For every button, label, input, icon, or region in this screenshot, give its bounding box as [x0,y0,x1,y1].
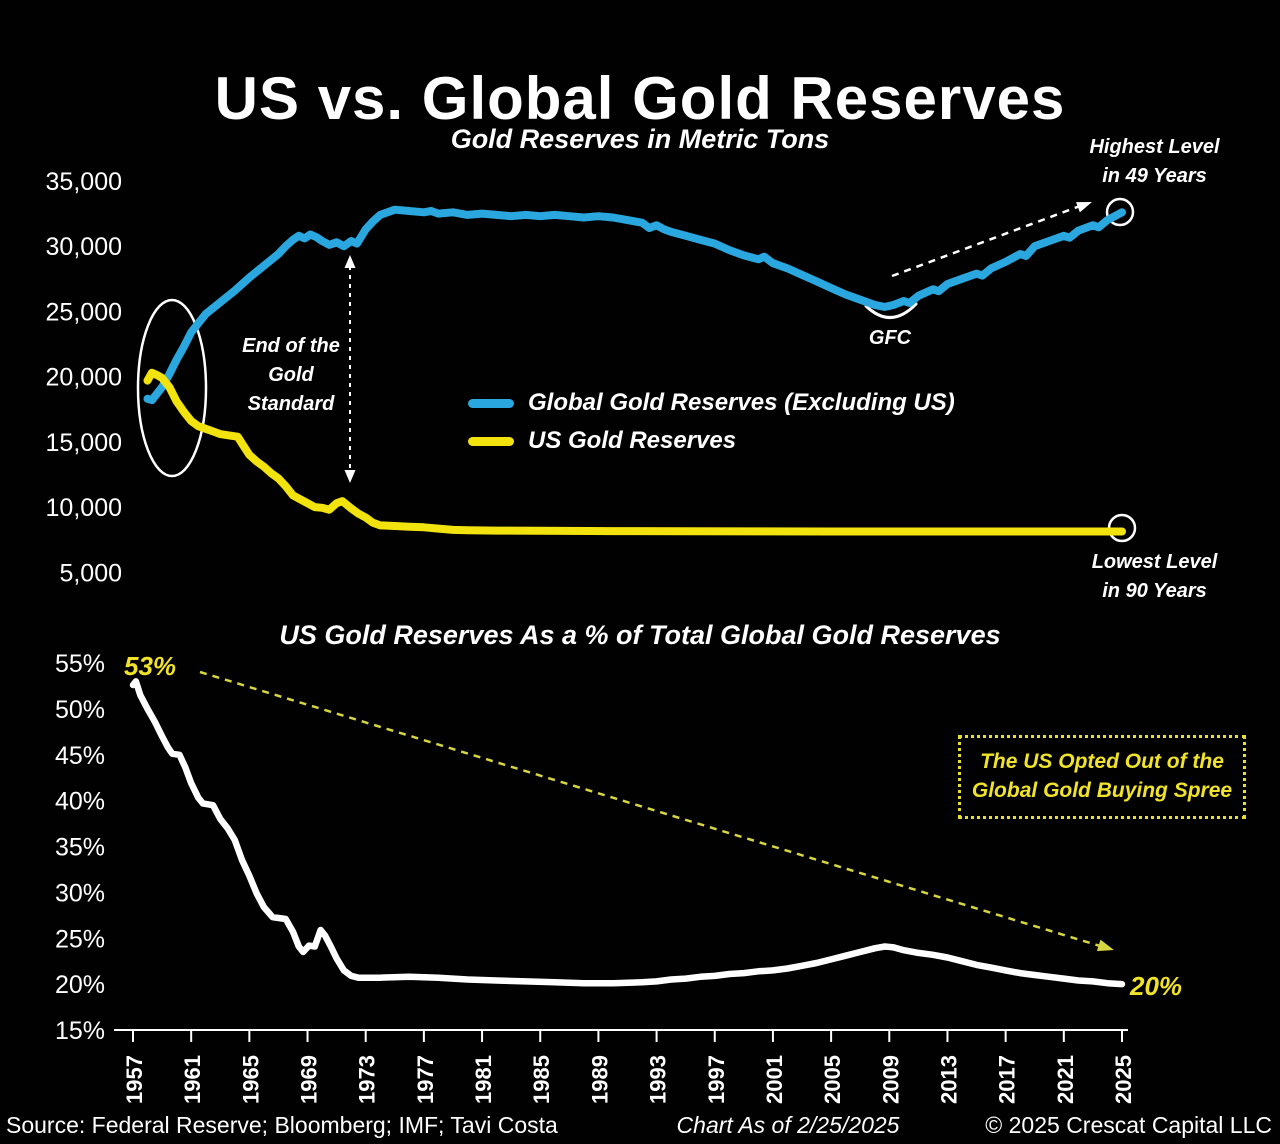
footer-source: Source: Federal Reserve; Bloomberg; IMF;… [6,1112,558,1138]
legend-swatch-us-icon [468,436,514,446]
bottom-y-tick-label: 35% [55,834,105,862]
bottom-y-tick-label: 50% [55,696,105,724]
bottom-y-tick-label: 55% [55,650,105,678]
top-y-tick-label: 10,000 [46,494,122,522]
annotation-highest-level: Highest Level in 49 Years [1089,136,1220,187]
double-arrow-up-head-icon [344,255,356,268]
top-y-tick-label: 35,000 [46,168,122,196]
global-gold-line [143,205,1126,405]
x-axis-year-label: 1993 [646,1055,671,1104]
top-y-tick-label: 25,000 [46,298,122,326]
page-title: US vs. Global Gold Reserves [214,65,1066,133]
legend-swatch-global-icon [468,398,514,408]
x-axis-year-label: 1985 [529,1055,554,1104]
bottom-y-tick-label: 45% [55,742,105,770]
start-crossing-ellipse [136,298,208,478]
annotation-end-of-gold-standard: End of the Gold Standard [242,335,340,415]
callout-us-opted-out: The US Opted Out of the Global Gold Buyi… [958,735,1246,819]
x-axis-year-label: 1989 [587,1055,612,1104]
x-axis-year-label: 2021 [1053,1055,1078,1104]
declining-share-dashed-arrow [199,670,1101,948]
x-axis-year-label: 2013 [936,1055,961,1104]
top-y-tick-label: 30,000 [46,233,122,261]
x-axis-year-label: 1957 [122,1055,147,1104]
annotation-lowest-level: Lowest Level in 90 Years [1091,551,1218,602]
x-axis-year-label: 1961 [180,1055,205,1104]
annotation-gfc: GFC [868,327,912,349]
top-chart-subtitle: Gold Reserves in Metric Tons [450,124,830,154]
footer-as-of-date: Chart As of 2/25/2025 [676,1112,900,1138]
x-axis-year-label: 1965 [238,1055,263,1104]
gfc-brace [864,302,918,319]
bottom-y-tick-label: 25% [55,925,105,953]
legend-label-global: Global Gold Reserves (Excluding US) [528,389,955,416]
x-axis-year-label: 1977 [413,1055,438,1104]
legend-item-global: Global Gold Reserves (Excluding US) [468,384,955,422]
highest-point-circle [1105,197,1135,227]
legend-item-us: US Gold Reserves [468,422,955,460]
top-y-tick-label: 20,000 [46,364,122,392]
x-axis-year-label: 2025 [1111,1055,1136,1104]
x-axis-year-label: 2005 [820,1055,845,1104]
top-y-tick-label: 5,000 [59,559,122,587]
bottom-y-tick-label: 40% [55,788,105,816]
declining-share-arrow-head-icon [1096,939,1114,952]
legend: Global Gold Reserves (Excluding US) US G… [468,384,955,460]
x-axis-year-label: 2001 [762,1055,787,1104]
x-axis-year-label: 1973 [355,1055,380,1104]
us-gold-line [143,368,1126,536]
bottom-y-tick-label: 15% [55,1017,105,1045]
x-axis-year-label: 1969 [297,1055,322,1104]
legend-label-us: US Gold Reserves [528,427,737,454]
annotation-start-percent: 53% [124,651,177,681]
x-axis-year-label: 1997 [704,1055,729,1104]
top-y-tick-label: 15,000 [46,429,122,457]
bottom-y-tick-label: 20% [55,971,105,999]
double-arrow-down-head-icon [344,470,356,483]
highest-level-arrow-head-icon [1076,202,1092,213]
x-axis-year-label: 2017 [995,1055,1020,1104]
annotation-end-percent: 20% [1130,971,1183,1001]
us-share-line [129,678,1126,988]
x-axis-year-label: 1981 [471,1055,496,1104]
bottom-chart-title: US Gold Reserves As a % of Total Global … [279,620,1001,650]
bottom-y-tick-label: 30% [55,879,105,907]
footer-copyright: © 2025 Crescat Capital LLC [985,1112,1272,1138]
x-axis-year-label: 2009 [878,1055,903,1104]
